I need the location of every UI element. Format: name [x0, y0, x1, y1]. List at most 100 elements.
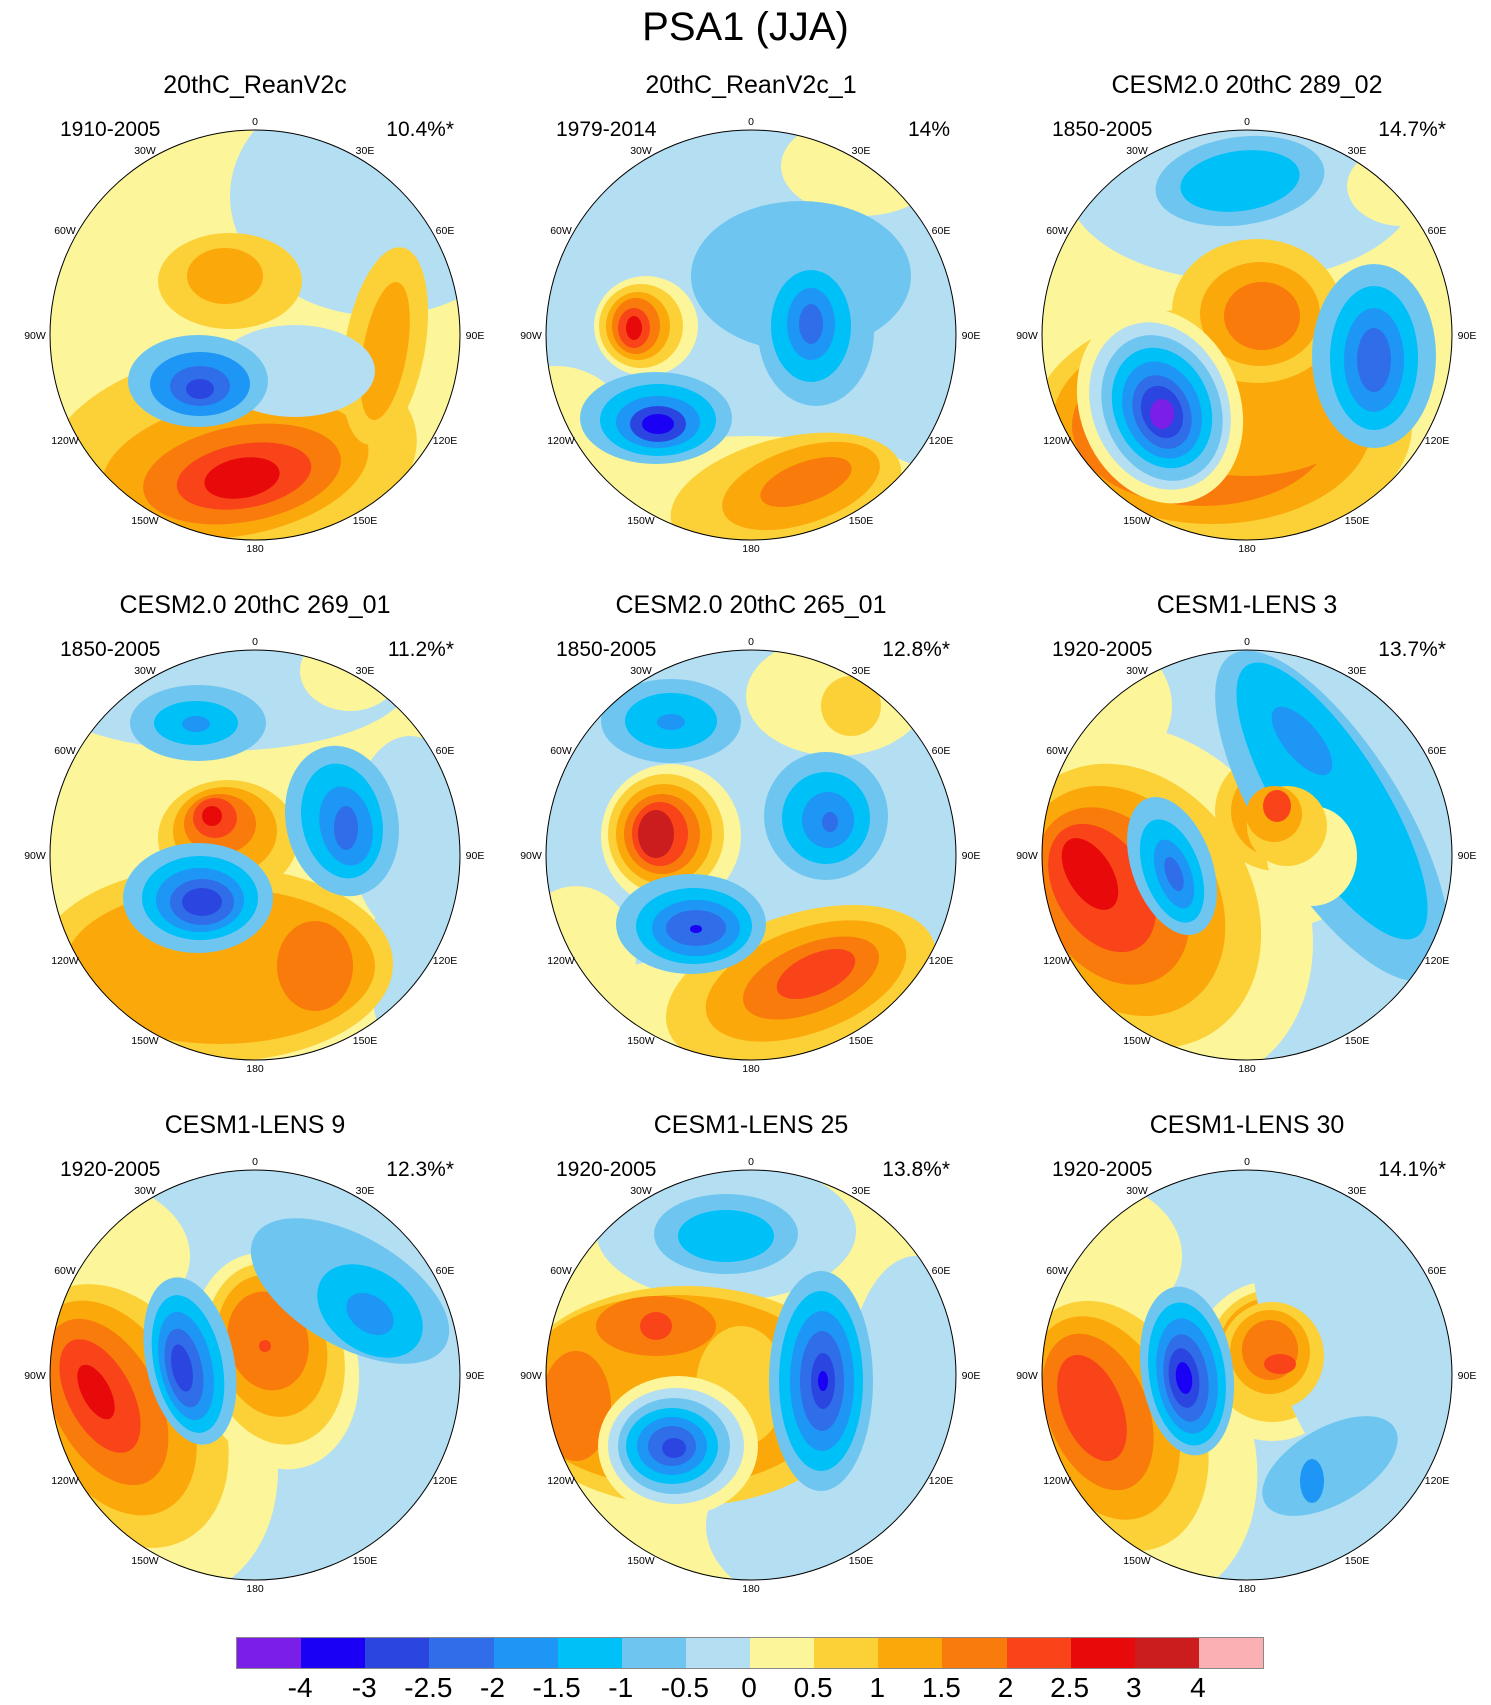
colorbar-swatch	[942, 1638, 1007, 1668]
lon-label: 0	[748, 116, 754, 128]
lon-label: 120W	[51, 955, 79, 967]
lon-label: 120E	[433, 1475, 458, 1487]
panel-variance: 12.3%*	[386, 1158, 454, 1181]
polar-map: 0 30E 60E 90E 120E 150E 180 150W 120W 90…	[1016, 116, 1476, 555]
lon-label: 120E	[1425, 1475, 1450, 1487]
lon-label: 120W	[51, 1475, 79, 1487]
polar-map: 0 30E 60E 90E 120E 150E 180 150W 120W 90…	[1016, 636, 1476, 1075]
lon-label: 60E	[932, 745, 951, 757]
longitude-labels: 0 30E 60E 90E 120E 150E 180 150W 120W 90…	[24, 116, 484, 555]
panel-variance: 10.4%*	[386, 118, 454, 141]
panel-title: CESM2.0 20thC 265_01	[615, 591, 887, 619]
lon-label: 180	[1238, 543, 1256, 555]
lon-label: 30E	[852, 145, 871, 157]
lon-label: 60W	[550, 1265, 572, 1277]
lon-label: 60E	[1428, 225, 1447, 237]
map-panel: 20thC_ReanV2c_1 1979-2014 14%	[516, 70, 986, 570]
colorbar-swatch	[814, 1638, 879, 1668]
panel-variance: 14.1%*	[1378, 1158, 1446, 1181]
lon-label: 60E	[436, 745, 455, 757]
lon-label: 90E	[1458, 1370, 1477, 1382]
panel-period: 1920-2005	[1052, 638, 1153, 661]
contour-field	[546, 130, 956, 540]
lon-label: 120W	[51, 435, 79, 447]
colorbar-swatch	[750, 1638, 815, 1668]
lon-label: 150E	[1345, 1555, 1370, 1567]
polar-map: 0 30E 60E 90E 120E 150E 180 150W 120W 90…	[1016, 1156, 1476, 1595]
colorbar-label: -4	[287, 1672, 313, 1703]
colorbar-label: 0.5	[793, 1672, 833, 1703]
map-panel: CESM2.0 20thC 269_01 1850-2005 11.2%*	[20, 590, 490, 1090]
colorbar-label: 1	[869, 1672, 886, 1703]
panel-title: CESM1-LENS 3	[1156, 591, 1338, 619]
lon-label: 0	[1244, 1156, 1250, 1168]
contour-field	[1042, 130, 1452, 540]
longitude-labels: 0 30E 60E 90E 120E 150E 180 150W 120W 90…	[24, 1156, 484, 1595]
lon-label: 60W	[1046, 1265, 1068, 1277]
contour-field	[50, 1170, 460, 1580]
colorbar-label: 0	[741, 1672, 757, 1703]
colorbar-swatch	[878, 1638, 943, 1668]
lon-label: 120E	[433, 435, 458, 447]
longitude-labels: 0 30E 60E 90E 120E 150E 180 150W 120W 90…	[1016, 636, 1476, 1075]
lon-label: 30W	[630, 145, 652, 157]
lon-label: 90W	[24, 330, 46, 342]
polar-map: 0 30E 60E 90E 120E 150E 180 150W 120W 90…	[520, 636, 980, 1075]
contour-field	[546, 650, 956, 1060]
lon-label: 150E	[353, 1555, 378, 1567]
lon-label: 0	[748, 636, 754, 648]
lon-label: 150W	[1123, 515, 1151, 527]
lon-label: 90W	[1016, 1370, 1038, 1382]
lon-label: 120W	[547, 435, 575, 447]
panel-title: CESM1-LENS 9	[164, 1111, 346, 1139]
contour-field	[1042, 1170, 1452, 1580]
panel-variance: 12.8%*	[882, 638, 950, 661]
panel-title: 20thC_ReanV2c	[163, 71, 347, 99]
colorbar-swatch	[685, 1638, 750, 1668]
lon-label: 30W	[134, 665, 156, 677]
lon-label: 90W	[24, 850, 46, 862]
colorbar	[236, 1637, 1264, 1669]
contour-field	[1042, 650, 1452, 1060]
colorbar-label: -3	[351, 1672, 377, 1703]
lon-label: 30E	[1348, 145, 1367, 157]
lon-label: 30E	[356, 665, 375, 677]
contour-field	[50, 130, 460, 540]
longitude-labels: 0 30E 60E 90E 120E 150E 180 150W 120W 90…	[520, 116, 980, 555]
lon-label: 150W	[131, 1035, 159, 1047]
polar-map: 0 30E 60E 90E 120E 150E 180 150W 120W 90…	[520, 1156, 980, 1595]
panel-period: 1910-2005	[60, 118, 161, 141]
lon-label: 90E	[1458, 850, 1477, 862]
lon-label: 90E	[962, 1370, 981, 1382]
map-panel: CESM2.0 20thC 265_01 1850-2005 12.8%*	[516, 590, 986, 1090]
lon-label: 90W	[1016, 330, 1038, 342]
polar-map: 0 30E 60E 90E 120E 150E 180 150W 120W 90…	[24, 116, 484, 555]
longitude-labels: 0 30E 60E 90E 120E 150E 180 150W 120W 90…	[520, 636, 980, 1075]
map-panel: CESM1-LENS 9 1920-2005 12.3%*	[20, 1110, 490, 1610]
colorbar-swatch	[365, 1638, 430, 1668]
colorbar-swatch	[1134, 1638, 1199, 1668]
contour-field	[546, 1170, 956, 1580]
lon-label: 120E	[1425, 955, 1450, 967]
lon-label: 180	[742, 1063, 760, 1075]
lon-label: 0	[1244, 636, 1250, 648]
longitude-labels: 0 30E 60E 90E 120E 150E 180 150W 120W 90…	[1016, 1156, 1476, 1595]
lon-label: 0	[1244, 116, 1250, 128]
longitude-labels: 0 30E 60E 90E 120E 150E 180 150W 120W 90…	[520, 1156, 980, 1595]
lon-label: 180	[246, 1583, 264, 1595]
lon-label: 180	[742, 543, 760, 555]
lon-label: 60E	[436, 1265, 455, 1277]
panel-period: 1850-2005	[556, 638, 657, 661]
lon-label: 90E	[466, 330, 485, 342]
lon-label: 30W	[630, 1185, 652, 1197]
lon-label: 60W	[550, 225, 572, 237]
lon-label: 90W	[24, 1370, 46, 1382]
lon-label: 30E	[852, 1185, 871, 1197]
lon-label: 180	[742, 1583, 760, 1595]
colorbar-label: 1.5	[921, 1672, 961, 1703]
lon-label: 150E	[1345, 515, 1370, 527]
panel-variance: 14%	[907, 118, 950, 141]
colorbar-swatch	[1198, 1638, 1263, 1668]
panel-period: 1850-2005	[60, 638, 161, 661]
polar-map: 0 30E 60E 90E 120E 150E 180 150W 120W 90…	[24, 1156, 484, 1595]
